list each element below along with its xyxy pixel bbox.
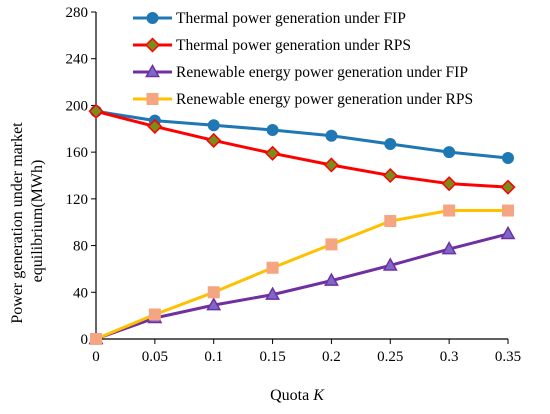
data-point (500, 225, 516, 240)
legend-swatch-marker (144, 37, 161, 53)
x-axis-title-variable: K (312, 387, 325, 404)
x-tick-label: 0.25 (377, 349, 403, 365)
y-tick-label: 80 (73, 239, 88, 255)
data-point (502, 151, 514, 164)
data-point (382, 257, 398, 271)
legend-label: Renewable energy power generation under … (176, 91, 473, 108)
data-point (443, 146, 456, 159)
y-axis-title: Power generation under market equilibriu… (9, 118, 46, 323)
legend-swatch-marker (145, 63, 160, 78)
x-tick-label: 0.05 (142, 349, 168, 365)
x-tick-label: 0.15 (259, 349, 285, 365)
data-point (500, 179, 516, 195)
series-1 (90, 105, 514, 164)
data-point (265, 145, 281, 161)
series-3 (88, 225, 516, 345)
x-tick-label: 0.3 (440, 349, 459, 365)
data-point (441, 176, 457, 192)
y-tick-label: 40 (73, 285, 88, 301)
data-point (148, 308, 161, 321)
data-point (88, 103, 104, 119)
y-tick-label: 120 (66, 192, 89, 208)
legend-swatch-marker (146, 93, 159, 105)
legend-item: Thermal power generation under RPS (133, 37, 411, 54)
y-tick-label: 0 (81, 332, 89, 348)
series-line (95, 232, 509, 341)
data-point (206, 132, 222, 149)
y-tick-label: 200 (66, 98, 89, 114)
legend-label: Renewable energy power generation under … (176, 64, 468, 81)
series-line (95, 209, 508, 341)
x-tick-label: 0 (92, 349, 100, 365)
x-axis-title-prefix: Quota (270, 387, 313, 404)
data-point (206, 297, 222, 311)
y-tick-label: 160 (66, 145, 89, 161)
data-point (443, 204, 456, 217)
data-point (265, 286, 281, 300)
data-point (207, 119, 220, 132)
data-point (90, 333, 102, 345)
plot-frame (95, 12, 508, 340)
data-point (325, 129, 338, 142)
data-point (266, 123, 279, 136)
legend-swatch-marker (146, 12, 159, 24)
x-tick-label: 0.1 (204, 349, 223, 365)
data-point (323, 157, 339, 173)
x-tick-label: 0.2 (322, 349, 341, 365)
legend-label: Thermal power generation under FIP (176, 10, 406, 27)
x-axis-title: Quota K (270, 387, 325, 404)
y-tick-label: 240 (66, 52, 89, 68)
x-tick-label: 0.35 (495, 349, 521, 365)
legend-item: Renewable energy power generation under … (133, 63, 468, 81)
data-point (502, 204, 514, 217)
series-line (95, 109, 509, 189)
data-point (384, 215, 397, 228)
y-tick-label: 280 (66, 5, 89, 21)
data-point (384, 137, 397, 150)
data-point (147, 118, 163, 135)
series-layer (88, 103, 516, 345)
legend-item: Thermal power generation under FIP (133, 10, 406, 27)
data-point (323, 272, 339, 286)
legend: Thermal power generation under FIP Therma… (133, 10, 473, 108)
series-2 (88, 103, 516, 195)
data-point (266, 261, 279, 274)
series-4 (90, 204, 514, 345)
y-axis-title-line-1: Power generation under market (9, 122, 26, 324)
x-axis-ticks: 0 0.05 0.1 0.15 0.2 0.25 0.3 0.35 (92, 339, 521, 365)
legend-label: Thermal power generation under RPS (176, 37, 411, 54)
legend-item: Renewable energy power generation under … (133, 91, 473, 108)
y-axis-ticks: 0 40 80 120 160 200 240 280 (66, 5, 96, 348)
data-point (441, 241, 457, 255)
data-point (325, 238, 338, 251)
data-point (207, 286, 220, 299)
data-point (382, 167, 398, 184)
series-line (95, 109, 509, 160)
y-axis-title-line-2: equilibrium(MWh) (29, 160, 46, 283)
